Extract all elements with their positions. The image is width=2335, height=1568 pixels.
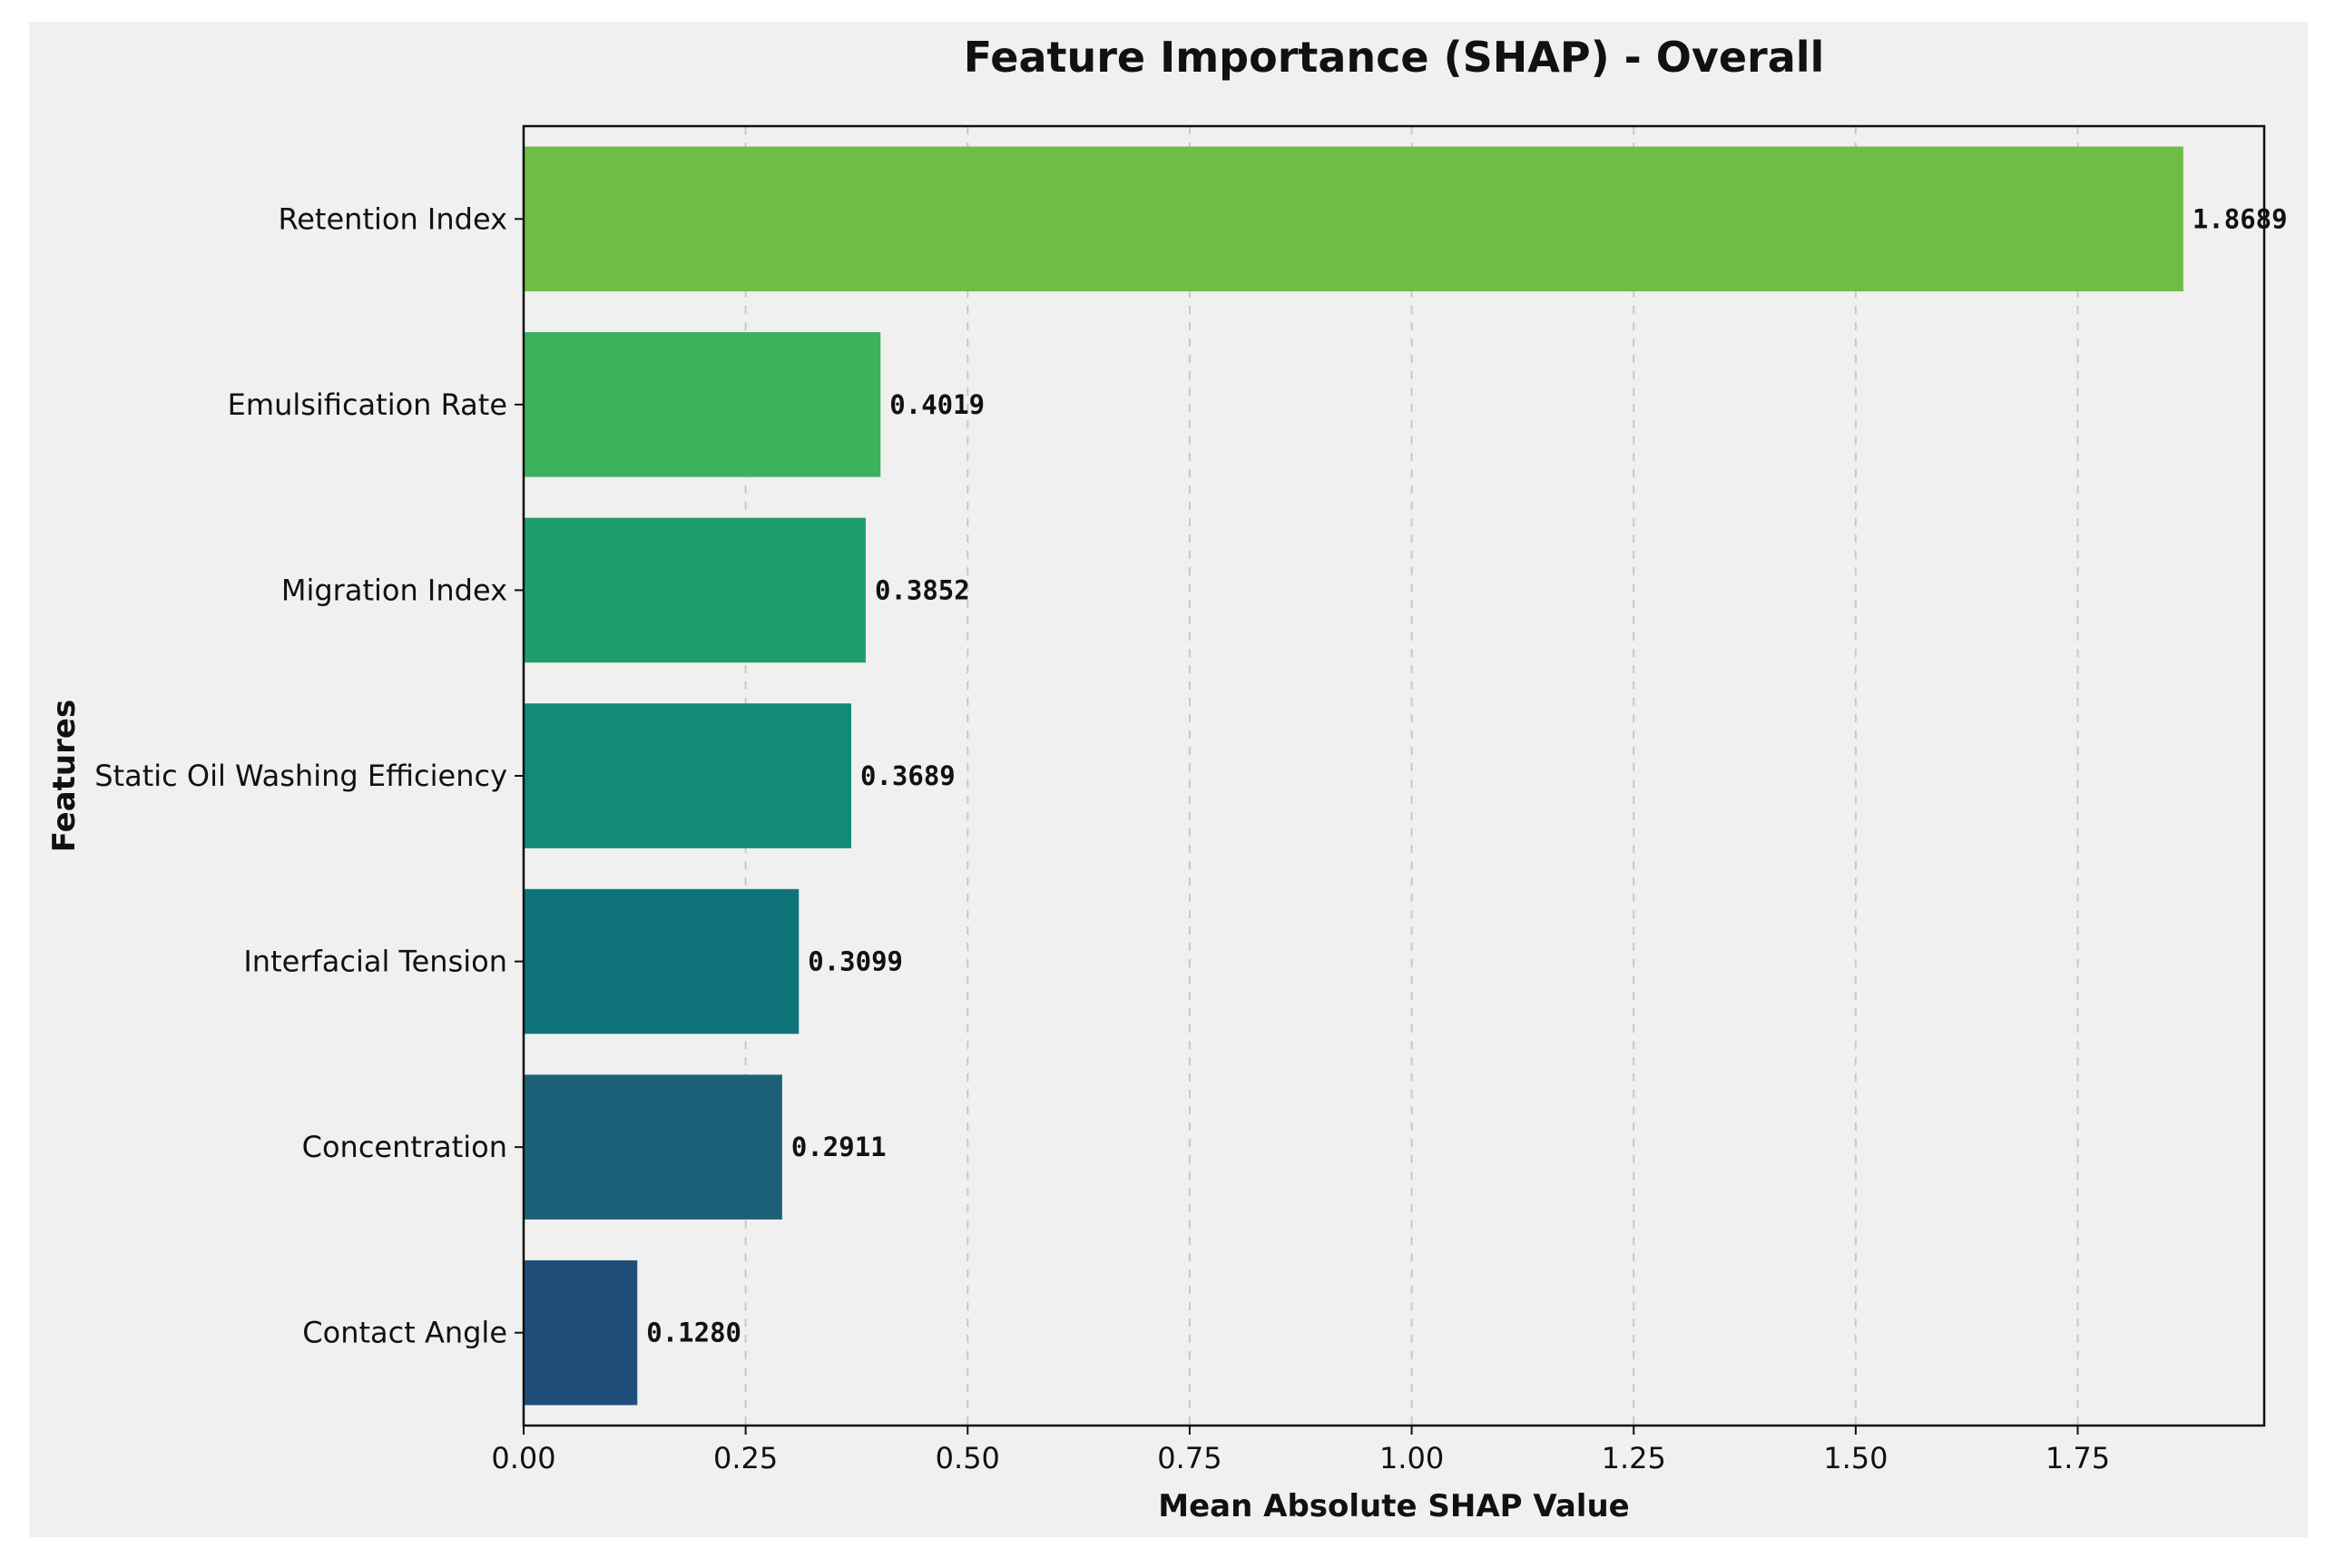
x-tick-label: 0.00 bbox=[491, 1441, 555, 1475]
chart-svg: Feature Importance (SHAP) - Overall Mean… bbox=[46, 33, 2288, 1524]
bar bbox=[524, 146, 2183, 292]
labels: Retention Index 1.8689 Emulsification Rate… bbox=[94, 201, 2287, 1349]
x-axis-label: Mean Absolute SHAP Value bbox=[1158, 1488, 1629, 1524]
data-label: 0.3689 bbox=[860, 760, 956, 791]
x-tick-label: 1.50 bbox=[1823, 1441, 1888, 1475]
data-label: 0.4019 bbox=[889, 389, 985, 420]
category-label: Contact Angle bbox=[302, 1316, 507, 1350]
category-label: Interfacial Tension bbox=[243, 945, 507, 979]
data-label: 0.3852 bbox=[875, 574, 970, 605]
category-label: Concentration bbox=[302, 1130, 507, 1164]
x-tick-label: 1.25 bbox=[1602, 1441, 1666, 1475]
x-tick-label: 1.00 bbox=[1379, 1441, 1444, 1475]
axis-ticks: 0.00 0.25 0.50 0.75 1.00 1.25 1.50 1.75 bbox=[491, 218, 2110, 1475]
plot-frame bbox=[522, 124, 2266, 1427]
category-label: Migration Index bbox=[281, 573, 507, 607]
data-label: 0.3099 bbox=[808, 946, 903, 977]
category-label: Retention Index bbox=[278, 201, 507, 236]
bar bbox=[524, 1074, 782, 1220]
x-tick-label: 1.75 bbox=[2046, 1441, 2110, 1475]
y-axis-label: Features bbox=[46, 700, 83, 852]
x-tick-label: 0.50 bbox=[936, 1441, 1000, 1475]
bars bbox=[524, 146, 2183, 1406]
x-tick-label: 0.25 bbox=[713, 1441, 778, 1475]
data-label: 0.1280 bbox=[646, 1318, 741, 1348]
chart-title: Feature Importance (SHAP) - Overall bbox=[964, 33, 1825, 82]
bar bbox=[524, 888, 800, 1034]
bar bbox=[524, 517, 866, 663]
category-label: Static Oil Washing Efficiency bbox=[94, 759, 507, 793]
grid-lines bbox=[744, 126, 2079, 1426]
bar bbox=[524, 332, 881, 477]
category-label: Emulsification Rate bbox=[228, 387, 507, 422]
data-label: 1.8689 bbox=[2193, 203, 2288, 234]
chart-figure: Feature Importance (SHAP) - Overall Mean… bbox=[29, 22, 2308, 1537]
bar bbox=[524, 1259, 638, 1406]
data-label: 0.2911 bbox=[791, 1132, 887, 1162]
bar bbox=[524, 703, 851, 848]
x-tick-label: 0.75 bbox=[1157, 1441, 1221, 1475]
